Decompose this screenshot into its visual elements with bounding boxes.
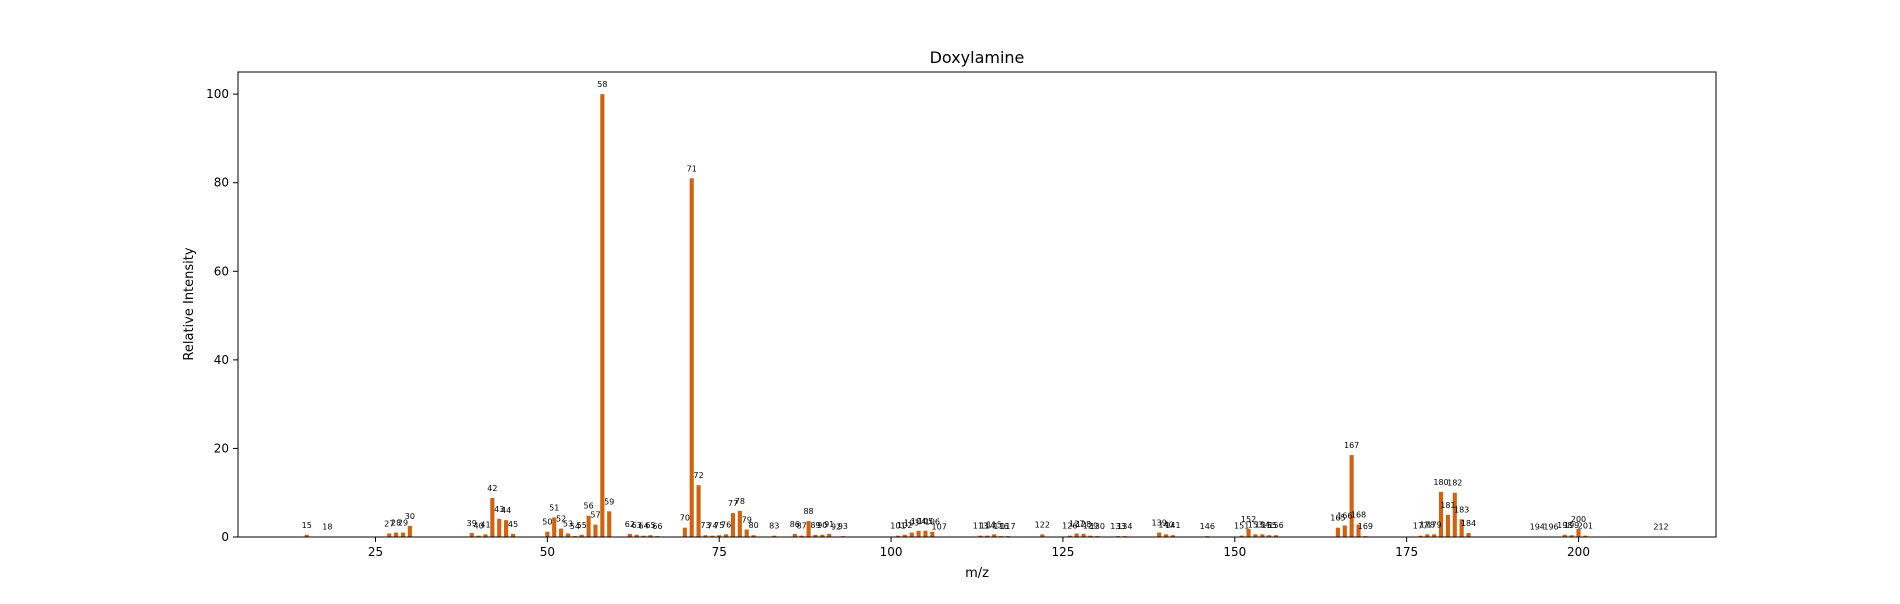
bar <box>1439 492 1443 537</box>
peak-label: 58 <box>597 80 607 89</box>
peak-label: 212 <box>1653 523 1668 532</box>
bar <box>910 533 914 537</box>
peak-label: 71 <box>687 164 697 173</box>
peak-label: 41 <box>480 520 490 529</box>
bar <box>690 178 694 537</box>
peak-label: 88 <box>803 507 813 516</box>
peak-label: 15 <box>302 521 312 530</box>
x-tick-label: 150 <box>1223 545 1246 559</box>
peak-label: 72 <box>693 471 703 480</box>
bar <box>470 533 474 537</box>
bar <box>566 533 570 537</box>
peak-label: 184 <box>1461 519 1476 528</box>
peak-label: 87 <box>797 522 807 531</box>
x-tick-label: 100 <box>880 545 903 559</box>
peak-label: 134 <box>1117 522 1132 531</box>
peak-label: 45 <box>508 520 518 529</box>
bar <box>593 525 597 537</box>
y-tick-label: 20 <box>214 441 229 455</box>
peak-label: 83 <box>769 522 779 531</box>
peak-label: 51 <box>549 504 559 513</box>
y-tick-label: 80 <box>214 176 229 190</box>
bar <box>1466 533 1470 537</box>
bar <box>917 531 921 537</box>
peak-label: 117 <box>1000 522 1015 531</box>
bar <box>930 532 934 537</box>
y-axis-label: Relative Intensity <box>182 247 197 360</box>
peak-label: 76 <box>721 520 731 529</box>
bar <box>401 533 405 537</box>
bar <box>607 511 611 537</box>
bar <box>387 533 391 537</box>
peak-label: 59 <box>604 497 614 506</box>
bar <box>731 513 735 537</box>
y-tick-label: 40 <box>214 353 229 367</box>
x-tick-label: 75 <box>712 545 727 559</box>
peak-label: 70 <box>680 514 690 523</box>
bar <box>394 533 398 537</box>
peak-label: 66 <box>652 522 662 531</box>
bar <box>1336 528 1340 537</box>
peak-label: 141 <box>1165 521 1180 530</box>
peak-label: 18 <box>322 523 332 532</box>
peak-label: 30 <box>405 512 415 521</box>
peak-label: 156 <box>1268 521 1283 530</box>
bar <box>1343 525 1347 537</box>
peak-label: 55 <box>577 521 587 530</box>
y-tick-label: 0 <box>221 530 229 544</box>
peak-label: 57 <box>590 511 600 520</box>
bar <box>683 528 687 537</box>
peak-label: 50 <box>542 518 552 527</box>
peak-label: 122 <box>1035 520 1050 529</box>
y-tick-label: 100 <box>206 87 229 101</box>
peak-label: 201 <box>1578 522 1593 531</box>
peak-label: 167 <box>1344 441 1359 450</box>
bar <box>1350 455 1354 537</box>
peak-label: 56 <box>584 502 594 511</box>
x-tick-label: 50 <box>540 545 555 559</box>
peak-label: 107 <box>932 523 947 532</box>
bar <box>545 532 549 537</box>
peak-label: 179 <box>1427 520 1442 529</box>
bar <box>497 519 501 537</box>
peak-label: 44 <box>501 506 511 515</box>
y-tick-label: 60 <box>214 264 229 278</box>
x-axis-label: m/z <box>965 566 989 581</box>
peak-label: 182 <box>1447 479 1462 488</box>
bar <box>745 529 749 537</box>
peak-label: 42 <box>487 484 497 493</box>
peak-label: 146 <box>1200 522 1215 531</box>
chart-title: Doxylamine <box>930 48 1025 67</box>
bar <box>923 531 927 537</box>
bar <box>408 526 412 537</box>
x-tick-label: 175 <box>1395 545 1418 559</box>
x-tick-label: 25 <box>368 545 383 559</box>
bar <box>1075 533 1079 537</box>
peak-label: 169 <box>1358 522 1373 531</box>
x-tick-label: 200 <box>1567 545 1590 559</box>
bar <box>1157 533 1161 537</box>
peak-label: 80 <box>748 521 758 530</box>
peak-label: 78 <box>735 497 745 506</box>
peak-label: 130 <box>1090 522 1105 531</box>
bar <box>1446 515 1450 537</box>
x-tick-label: 125 <box>1051 545 1074 559</box>
bar <box>600 94 604 537</box>
peak-label: 93 <box>838 522 848 531</box>
peak-label: 183 <box>1454 505 1469 514</box>
bar <box>559 529 563 537</box>
peak-label: 168 <box>1351 511 1366 520</box>
bar <box>1453 493 1457 537</box>
